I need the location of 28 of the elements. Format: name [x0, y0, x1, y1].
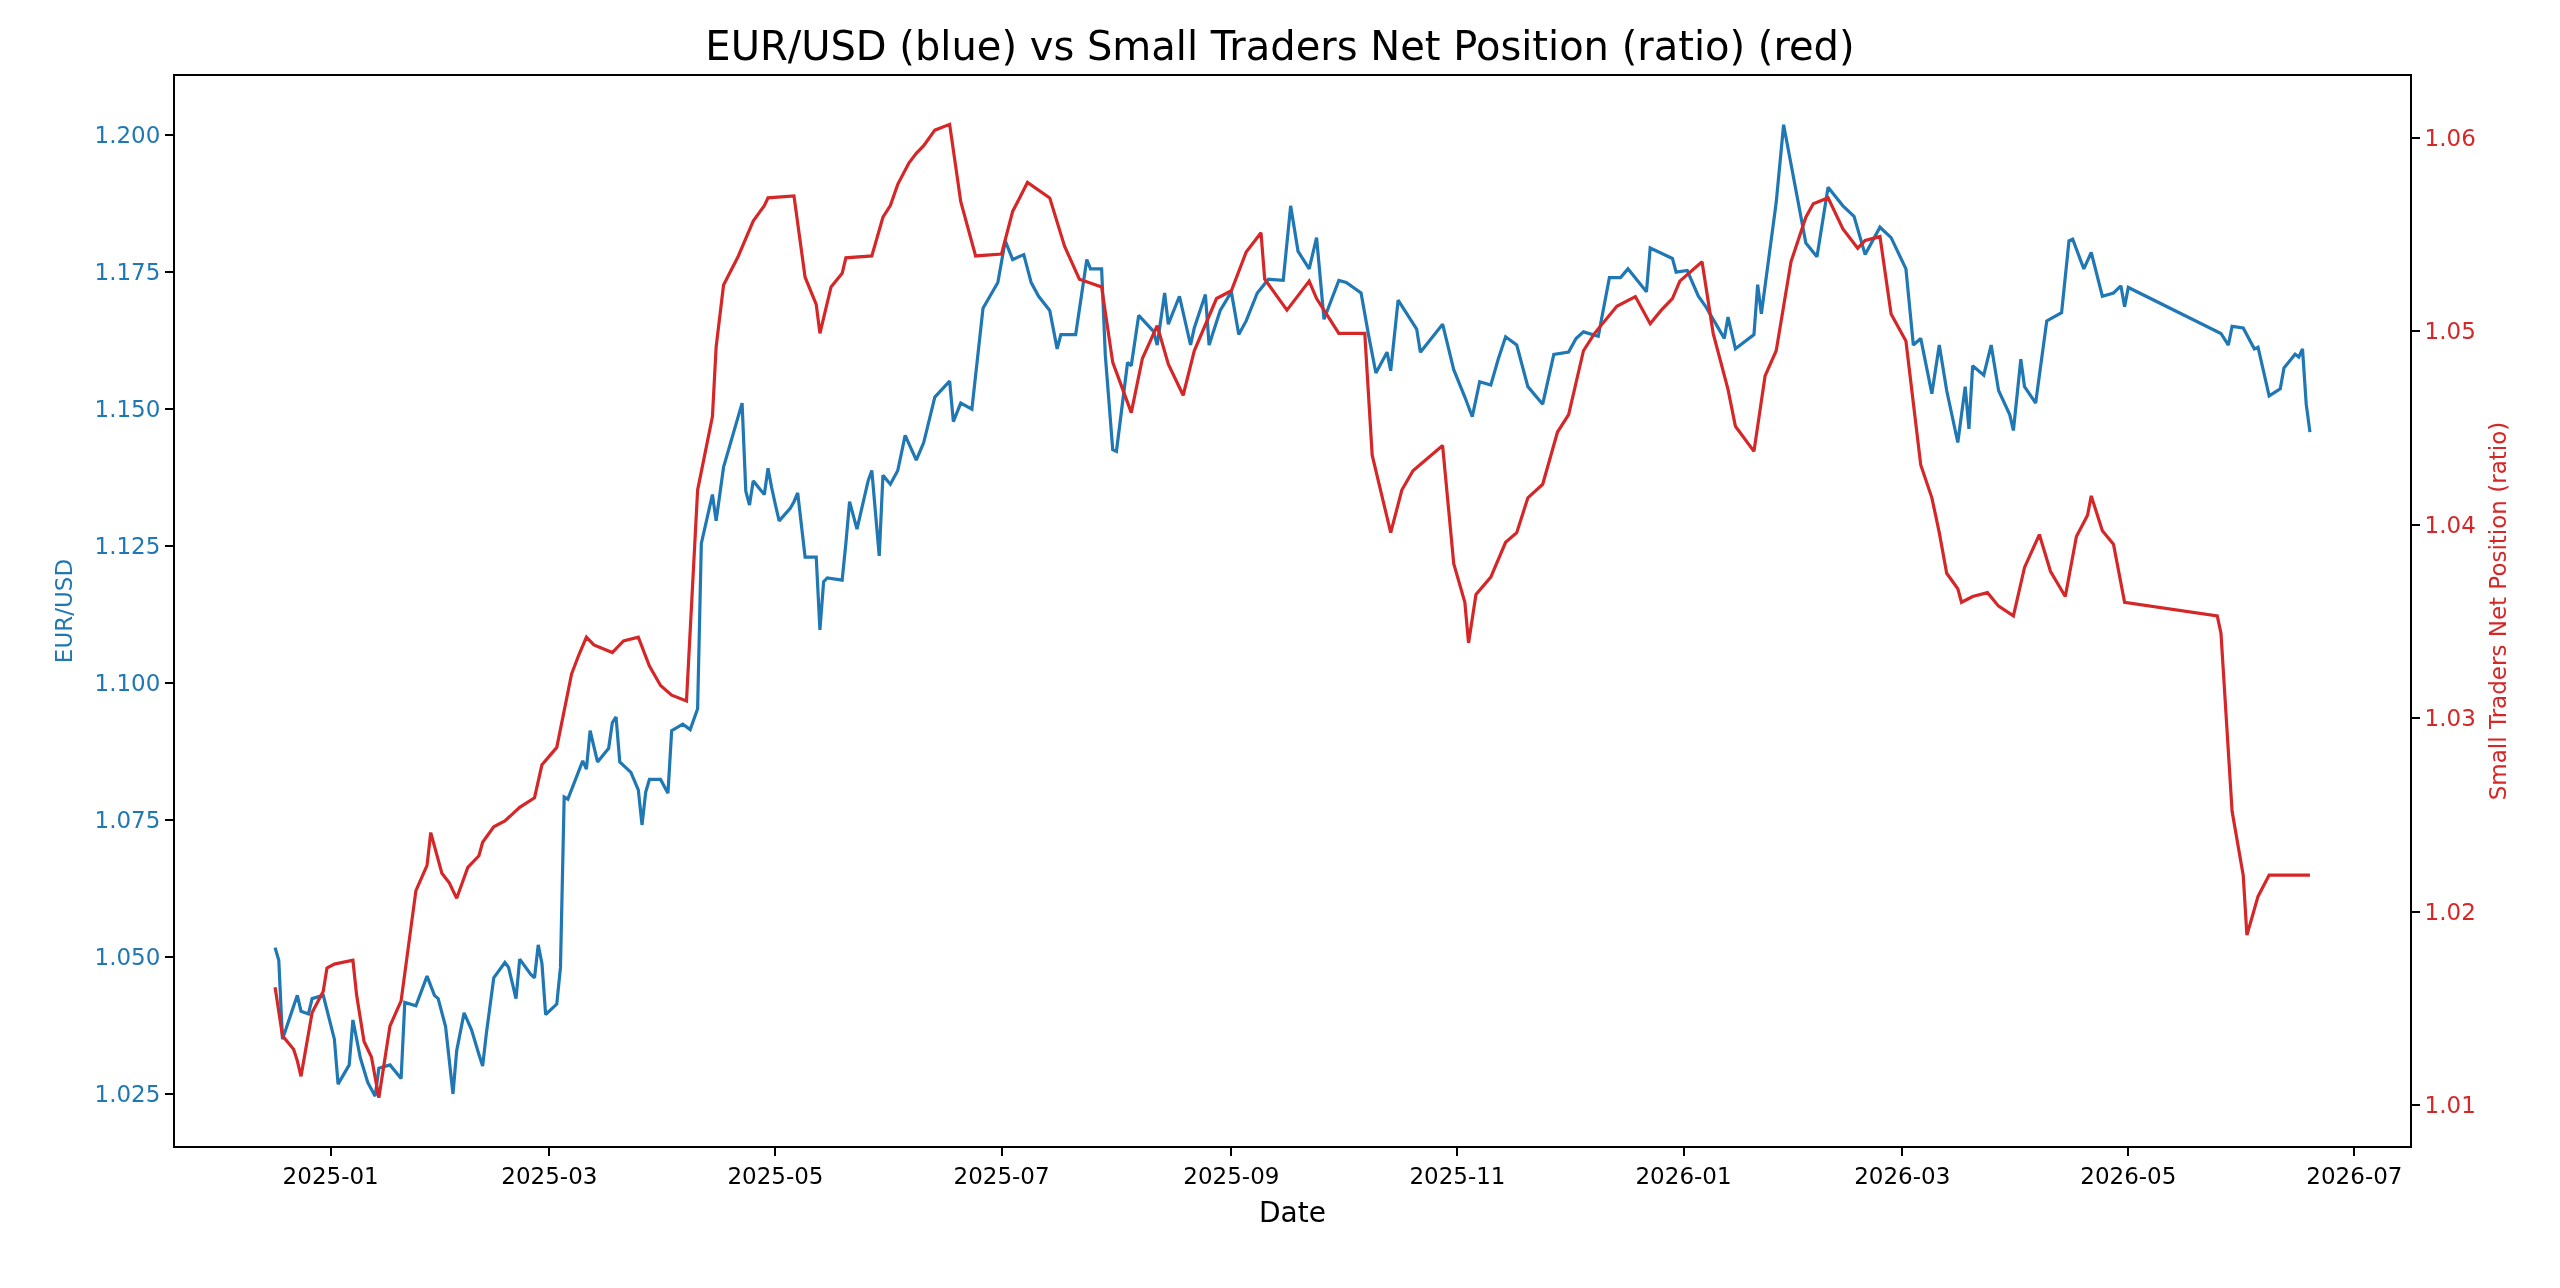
y-tick-label: 1.200 [94, 122, 161, 149]
y-tick-label: 1.075 [94, 807, 161, 834]
y-tick-label: 1.025 [94, 1081, 161, 1107]
y-tick-label: 1.100 [94, 670, 161, 697]
x-tick-label: 2025-07 [953, 1162, 1050, 1189]
y2-tick-label: 1.02 [2424, 898, 2476, 925]
chart-title: EUR/USD (blue) vs Small Traders Net Position (ratio) (red) [705, 23, 1855, 70]
y-tick-label: 1.050 [94, 944, 161, 971]
x-tick-label: 2026-07 [2306, 1162, 2403, 1189]
x-tick-label: 2025-01 [282, 1162, 379, 1189]
y-tick-label: 1.125 [94, 533, 161, 560]
y2-tick-label: 1.05 [2424, 318, 2476, 345]
y2-tick-label: 1.04 [2424, 511, 2476, 538]
x-tick-label: 2026-01 [1635, 1162, 1732, 1189]
x-tick-label: 2026-05 [2080, 1162, 2177, 1189]
y2-tick-label: 1.01 [2424, 1092, 2476, 1119]
x-tick-label: 2025-05 [727, 1162, 824, 1189]
x-tick-label: 2025-03 [501, 1162, 598, 1189]
y-axis-title: EUR/USD [51, 558, 78, 664]
y2-tick-label: 1.03 [2424, 705, 2476, 732]
y2-tick-label: 1.06 [2424, 124, 2476, 151]
x-axis-title: Date [1259, 1196, 1326, 1230]
y2-axis-title: Small Traders Net Position (ratio) [2484, 421, 2511, 801]
x-tick-label: 2025-11 [1409, 1162, 1506, 1189]
x-tick-label: 2026-03 [1854, 1162, 1951, 1189]
y-tick-label: 1.175 [94, 259, 161, 286]
x-tick-label: 2025-09 [1183, 1162, 1280, 1189]
y-tick-label: 1.150 [94, 396, 161, 423]
